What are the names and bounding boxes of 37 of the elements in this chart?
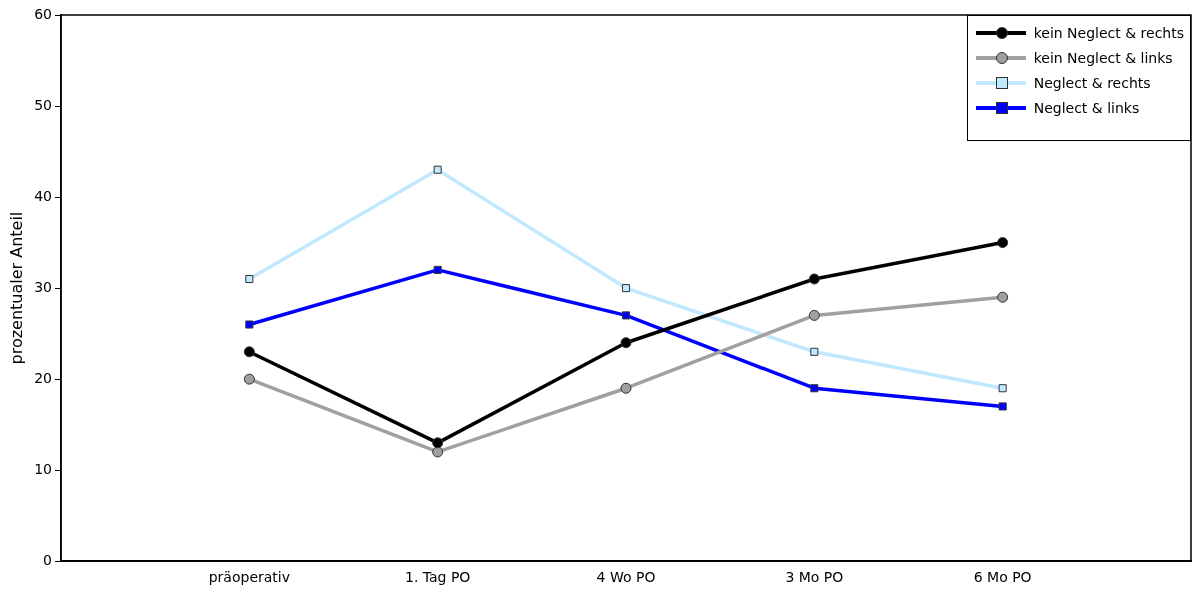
x-tick-label: 4 Wo PO	[596, 569, 656, 586]
point	[998, 384, 1007, 393]
point	[621, 284, 631, 293]
point	[621, 311, 631, 320]
point	[808, 309, 820, 321]
point	[620, 337, 632, 349]
point	[998, 402, 1007, 411]
legend-label: Neglect & rechts	[1033, 74, 1151, 91]
x-tick-label: 6 Mo PO	[973, 569, 1032, 586]
x-tick-label: 3 Mo PO	[785, 569, 844, 586]
y-axis-title: prozentualer Anteil	[6, 211, 26, 365]
point	[243, 346, 255, 358]
point	[433, 165, 442, 174]
point	[997, 237, 1009, 249]
point	[245, 274, 254, 284]
point	[997, 291, 1009, 303]
y-tick-label: 50	[34, 96, 53, 113]
point	[243, 373, 255, 385]
x-tick-label: präoperativ	[208, 569, 290, 586]
legend-label: kein Neglect & rechts	[1033, 24, 1184, 41]
legend-label: kein Neglect & links	[1033, 49, 1173, 66]
point	[433, 265, 442, 274]
y-tick-label: 30	[34, 278, 53, 295]
point	[810, 384, 819, 393]
point	[808, 273, 820, 285]
point	[432, 446, 444, 458]
y-tick-label: 40	[34, 187, 53, 204]
y-tick-label: 0	[43, 551, 53, 568]
point	[245, 320, 254, 329]
y-tick-label: 10	[34, 460, 53, 477]
point	[432, 437, 444, 449]
point	[810, 347, 819, 356]
legend-label: Neglect & links	[1033, 99, 1140, 116]
point	[620, 382, 632, 394]
y-tick-label: 20	[34, 369, 53, 386]
y-tick-label: 60	[34, 5, 53, 22]
x-tick-label: 1. Tag PO	[404, 569, 471, 586]
